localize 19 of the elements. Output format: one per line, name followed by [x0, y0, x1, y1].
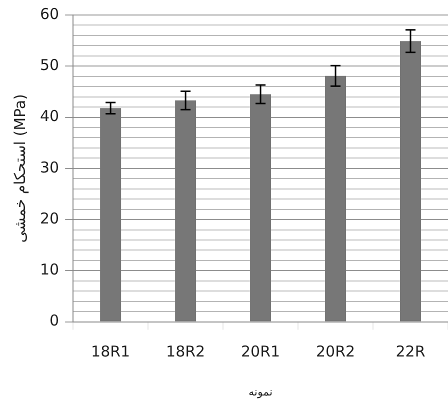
x-tick-label: 22R — [396, 342, 426, 361]
y-tick-label: 10 — [40, 260, 60, 279]
bar — [175, 100, 196, 322]
x-tick-label: 18R1 — [91, 342, 130, 361]
x-tick-label: 20R2 — [316, 342, 356, 361]
x-tick-label: 18R2 — [166, 342, 206, 361]
x-axis-title: نمونه — [248, 385, 273, 398]
y-axis-title: استحکام خمشی (MPa) — [10, 94, 29, 243]
y-tick-label: 30 — [40, 158, 60, 176]
y-tick-label: 50 — [40, 56, 60, 74]
bar — [325, 76, 346, 322]
y-tick-label: 60 — [40, 4, 60, 23]
bar — [250, 94, 272, 322]
x-tick-label: 20R1 — [241, 342, 280, 361]
bar — [400, 41, 422, 322]
y-tick-label: 40 — [40, 107, 60, 126]
y-tick-label: 20 — [40, 209, 60, 228]
y-tick-label: 0 — [50, 312, 60, 330]
bar — [100, 108, 122, 322]
